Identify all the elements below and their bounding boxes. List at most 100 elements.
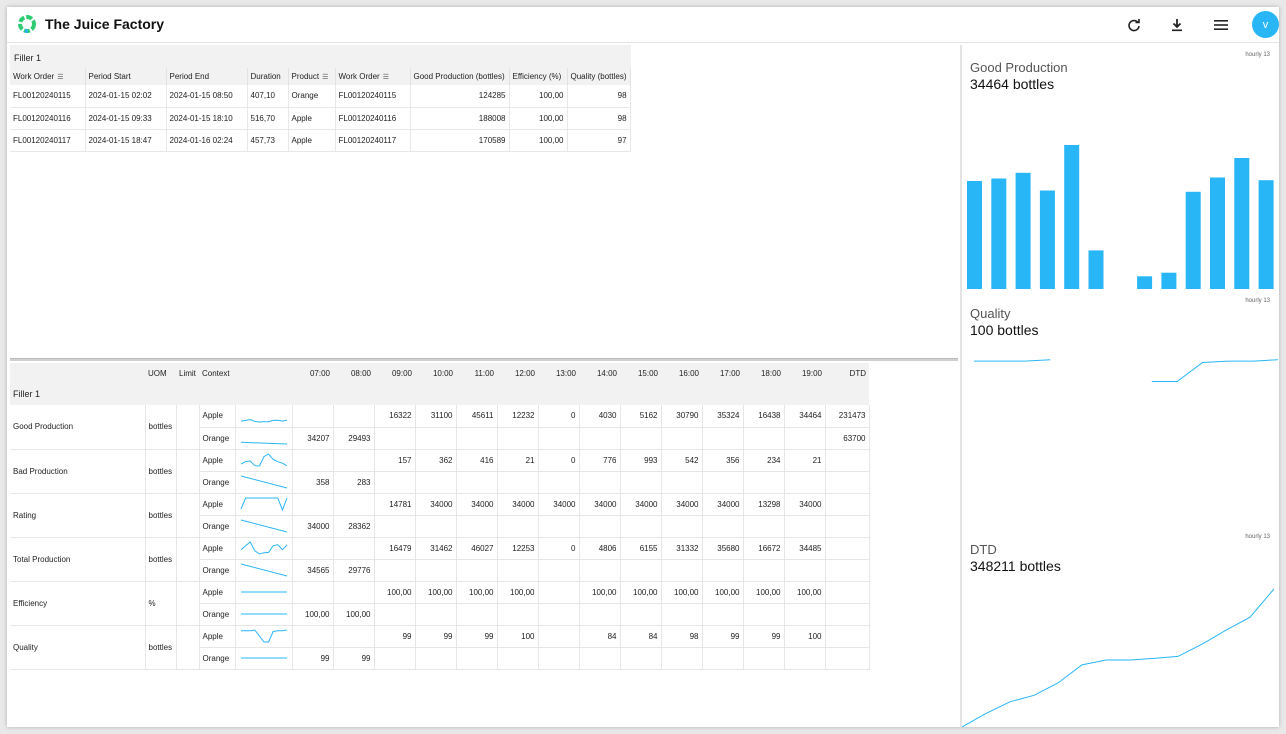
kpi-value-cell xyxy=(456,427,498,450)
kpi-sparkline-cell xyxy=(235,405,293,428)
app-logo-icon xyxy=(18,15,36,33)
bar[interactable] xyxy=(1185,191,1201,289)
refresh-button[interactable] xyxy=(1122,13,1146,37)
sparkline xyxy=(240,629,287,643)
sparkline xyxy=(240,453,287,467)
kpi-metric-uom: bottles xyxy=(145,405,177,450)
kpi-value-cell xyxy=(825,515,870,538)
kpi-value-cell xyxy=(538,471,580,494)
card-dtd[interactable]: hourly 13 DTD 348211 bottles xyxy=(962,527,1278,727)
kpi-value-cell: 100,00 xyxy=(579,581,621,604)
kpi-row: Bad Production bottles Apple 157 362 416 21 0 77… xyxy=(10,449,870,494)
table-cell: 2024-01-15 18:47 xyxy=(85,129,167,152)
user-avatar[interactable]: v xyxy=(1252,11,1279,38)
kpi-value-cell: 34565 xyxy=(292,559,334,582)
kpi-value-cell xyxy=(292,405,334,428)
kpi-value-cell: 100,00 xyxy=(661,581,703,604)
col-header-period-start[interactable]: Period Start xyxy=(85,68,167,85)
bar[interactable] xyxy=(1015,172,1031,289)
bar[interactable] xyxy=(1234,157,1250,289)
kpi-value-cell xyxy=(374,471,416,494)
sparkline xyxy=(240,541,287,555)
filter-icon[interactable]: ☰ xyxy=(382,74,389,81)
table-cell: Apple xyxy=(288,107,336,130)
menu-button[interactable] xyxy=(1209,13,1233,37)
kpi-value-cell xyxy=(497,427,539,450)
bar[interactable] xyxy=(991,178,1007,289)
kpi-sparkline-cell xyxy=(235,537,293,560)
bar[interactable] xyxy=(1137,276,1153,289)
kpi-value-cell xyxy=(292,449,334,472)
panel-splitter[interactable] xyxy=(10,358,958,361)
bar[interactable] xyxy=(1064,145,1080,289)
kpi-context: Apple xyxy=(199,449,236,472)
download-button[interactable] xyxy=(1165,13,1189,37)
col-header-work-order[interactable]: Work Order ☰ xyxy=(10,68,86,85)
kpi-value-cell xyxy=(702,515,744,538)
kpi-value-cell xyxy=(333,449,375,472)
kpi-value-cell xyxy=(661,559,703,582)
kpi-col-hour: 08:00 xyxy=(333,363,374,383)
kpi-value-cell: 100,00 xyxy=(784,581,826,604)
kpi-sparkline-cell xyxy=(235,559,293,582)
kpi-sparkline-cell xyxy=(235,515,293,538)
col-header-good-production[interactable]: Good Production (bottles) xyxy=(410,68,510,85)
bar[interactable] xyxy=(1210,177,1225,289)
filter-icon[interactable]: ☰ xyxy=(57,74,64,81)
kpi-value-cell: 31332 xyxy=(661,537,703,560)
kpi-col-metric xyxy=(10,363,145,383)
col-header-efficiency[interactable]: Efficiency (%) xyxy=(509,68,568,85)
bar[interactable] xyxy=(1161,272,1177,289)
kpi-value-cell xyxy=(292,581,334,604)
kpi-metric-uom: bottles xyxy=(145,449,177,494)
kpi-value-cell xyxy=(415,471,457,494)
kpi-value-cell: 283 xyxy=(333,471,375,494)
kpi-value-cell: 28362 xyxy=(333,515,375,538)
kpi-value-cell xyxy=(579,427,621,450)
card-good-production[interactable]: hourly 13 Good Production 34464 bottles xyxy=(962,45,1278,291)
kpi-value-cell xyxy=(456,471,498,494)
col-header-period-end[interactable]: Period End xyxy=(166,68,248,85)
bar[interactable] xyxy=(967,181,982,289)
kpi-metric-name: Total Production xyxy=(10,537,146,582)
workorders-table: Work Order ☰ Period Start Period End Dura… xyxy=(10,68,631,152)
col-header-work-order-2[interactable]: Work Order ☰ xyxy=(335,68,411,85)
filter-icon[interactable]: ☰ xyxy=(322,74,329,81)
kpi-row: Quality bottles Apple 99 99 99 100 84 84 98 99 99 10… xyxy=(10,625,870,670)
kpi-value-cell: 34000 xyxy=(497,493,539,516)
kpi-context: Apple xyxy=(199,405,236,428)
table-row[interactable]: FL00120240117 2024-01-15 18:47 2024-01-16 … xyxy=(10,129,631,152)
col-header-duration[interactable]: Duration xyxy=(247,68,289,85)
kpi-value-cell: 993 xyxy=(620,449,662,472)
table-cell: 457,73 xyxy=(247,129,289,152)
kpi-metric-limit xyxy=(176,625,200,670)
kpi-group-row: Filler 1 xyxy=(10,383,869,405)
bar[interactable] xyxy=(1088,250,1104,289)
kpi-value-cell xyxy=(620,427,662,450)
kpi-value-cell xyxy=(456,559,498,582)
sparkline xyxy=(240,418,287,423)
bar[interactable] xyxy=(1258,180,1274,289)
kpi-context: Apple xyxy=(199,581,236,604)
col-label: Good Production (bottles) xyxy=(413,72,505,81)
kpi-value-cell xyxy=(620,603,662,626)
kpi-value-cell: 63700 xyxy=(825,427,870,450)
kpi-value-cell xyxy=(784,515,826,538)
kpi-value-cell: 358 xyxy=(292,471,334,494)
good-production-bar-chart xyxy=(967,145,1274,289)
kpi-value-cell: 100,00 xyxy=(743,581,785,604)
table-row[interactable]: FL00120240116 2024-01-15 09:33 2024-01-15 … xyxy=(10,107,631,130)
card-quality[interactable]: hourly 13 Quality 100 bottles xyxy=(962,291,1278,527)
kpi-value-cell xyxy=(702,603,744,626)
table-cell: 2024-01-15 09:33 xyxy=(85,107,167,130)
col-label: Product xyxy=(291,72,320,81)
kpi-row: Total Production bottles Apple 16479 31462 46… xyxy=(10,537,870,582)
col-header-product[interactable]: Product ☰ xyxy=(288,68,336,85)
kpi-metric-name: Quality xyxy=(10,625,146,670)
main-panel: Filler 1 Work Order ☰ Period Start Period… xyxy=(10,45,958,727)
kpi-col-hour: 07:00 xyxy=(292,363,333,383)
table-row[interactable]: FL00120240115 2024-01-15 02:02 2024-01-15 … xyxy=(10,85,631,108)
col-header-quality[interactable]: Quality (bottles) xyxy=(567,68,631,85)
bar[interactable] xyxy=(1039,190,1055,289)
kpi-col-hour: 15:00 xyxy=(620,363,661,383)
